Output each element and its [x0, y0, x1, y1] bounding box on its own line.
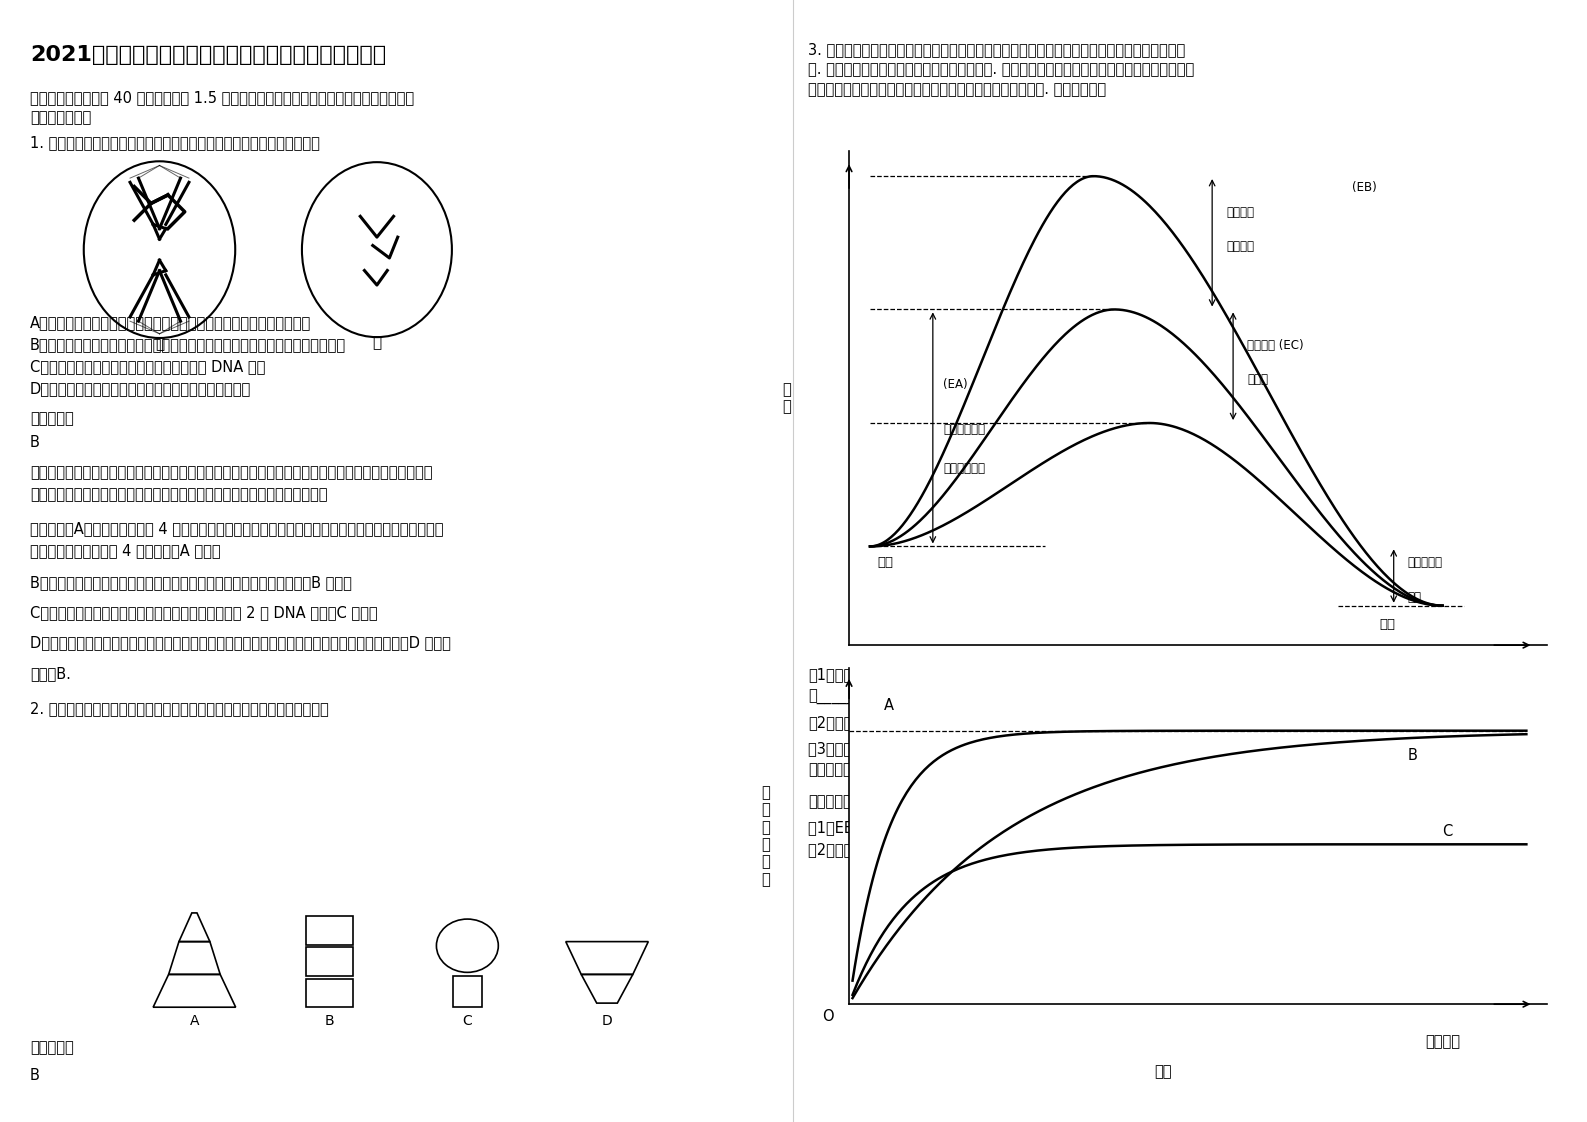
- Text: C: C: [462, 1014, 473, 1028]
- Text: B．甲细胞所处的时期为减数第一次分裂中期，乙细胞所处的时期为有丝分裂中期: B．甲细胞所处的时期为减数第一次分裂中期，乙细胞所处的时期为有丝分裂中期: [30, 337, 346, 352]
- Text: D: D: [601, 1014, 613, 1028]
- Text: 一般催化剂催: 一般催化剂催: [943, 423, 986, 435]
- Text: 甲图: 甲图: [1154, 717, 1173, 732]
- Text: 分析：据图分析：图甲细胞中正发生同源染色体的分离，属于减数第一次分裂后期图；图乙细胞中染色体: 分析：据图分析：图甲细胞中正发生同源染色体的分离，属于减数第一次分裂后期图；图乙…: [30, 465, 433, 480]
- Text: （3）图乙中对照组是____曲线的结果，其中 B 为加入________抑制剂的曲线，判断理由是：随底: （3）图乙中对照组是____曲线的结果，其中 B 为加入________抑制剂的…: [808, 742, 1232, 758]
- Text: 物浓度的增加，与抑制剂结合的酶的比例逐渐____，抑制剂的抑制作用逐渐______.: 物浓度的增加，与抑制剂结合的酶的比例逐渐____，抑制剂的抑制作用逐渐_____…: [808, 764, 1159, 779]
- Text: （1）从甲图可知，该酶降低的活化能是________________（用图中字母表示），与无机催化剂相: （1）从甲图可知，该酶降低的活化能是________________（用图中字母…: [808, 668, 1233, 684]
- Text: A: A: [190, 1014, 198, 1028]
- Text: 的着丝点排列在赤道板上，并且存在同源染色体，因此属于有丝分裂中期图。: 的着丝点排列在赤道板上，并且存在同源染色体，因此属于有丝分裂中期图。: [30, 487, 327, 502]
- Text: 应活化能: 应活化能: [1227, 240, 1254, 254]
- Text: （1）EB－EC  降低活化能的作用更显著: （1）EB－EC 降低活化能的作用更显著: [808, 820, 987, 835]
- Text: B: B: [30, 435, 40, 450]
- Text: D、乙细胞进行有丝分裂有可能是性原细胞增加数目的方式，形成的子细胞也可能进行减数分裂，D 正确。: D、乙细胞进行有丝分裂有可能是性原细胞增加数目的方式，形成的子细胞也可能进行减数…: [30, 635, 451, 650]
- Text: 产物: 产物: [1379, 618, 1395, 631]
- Text: (EA): (EA): [943, 378, 968, 392]
- Text: 反应过程: 反应过程: [1146, 682, 1181, 698]
- Text: 底物浓度: 底物浓度: [1425, 1034, 1460, 1049]
- Text: 化反应活化能: 化反应活化能: [943, 462, 986, 476]
- Text: 3. 图甲表示酶和一般催化剂改变化学反应速率的原理，图乙表示加入抑制剂对起始反应速率的影: 3. 图甲表示酶和一般催化剂改变化学反应速率的原理，图乙表示加入抑制剂对起始反应…: [808, 42, 1185, 57]
- Text: D．乙细胞产生的子细胞有可能进行与甲细胞相同的分裂: D．乙细胞产生的子细胞有可能进行与甲细胞相同的分裂: [30, 381, 251, 396]
- Text: 参考答案：: 参考答案：: [30, 1040, 73, 1055]
- Text: 甲: 甲: [156, 335, 163, 351]
- Text: 2. 在下面所示的年龄组成示意图中，种群密度在一定时间内能保持相对稳定: 2. 在下面所示的年龄组成示意图中，种群密度在一定时间内能保持相对稳定: [30, 701, 329, 716]
- Text: O: O: [822, 1009, 833, 1024]
- Text: 2021年浙江省嘉兴市桐乡中学高三生物模拟试卷含解析: 2021年浙江省嘉兴市桐乡中学高三生物模拟试卷含解析: [30, 45, 386, 65]
- Text: 底物: 底物: [878, 557, 893, 569]
- Text: 一、选择题（本题共 40 小题，每小题 1.5 分。在每小题给出的四个选项中，只有一项是符合: 一、选择题（本题共 40 小题，每小题 1.5 分。在每小题给出的四个选项中，只…: [30, 90, 414, 105]
- Text: 乙图: 乙图: [1154, 1064, 1173, 1078]
- Text: 酶促反应 (EC): 酶促反应 (EC): [1247, 339, 1303, 352]
- Text: 题目要求的。）: 题目要求的。）: [30, 110, 90, 125]
- Text: B: B: [30, 1068, 40, 1083]
- Text: B、图甲细胞中正发生同源染色体的分离，属于减数第一次分裂后期图，B 错误；: B、图甲细胞中正发生同源染色体的分离，属于减数第一次分裂后期图，B 错误；: [30, 574, 352, 590]
- Text: 改变: 改变: [1408, 590, 1422, 604]
- Text: 起
始
反
应
速
率: 起 始 反 应 速 率: [760, 785, 770, 886]
- Text: 响. 酶的抑制剂是与酶结合并降低酶活性的分子. 竞争性抑制剂与底物竞争酶的活性部位，非竞争性: 响. 酶的抑制剂是与酶结合并降低酶活性的分子. 竞争性抑制剂与底物竞争酶的活性部…: [808, 62, 1195, 77]
- Text: 比______________，因而催化效率更高.: 比______________，因而催化效率更高.: [808, 690, 1003, 705]
- Text: C、甲和乙细胞中染色体上均有染色单体，因此均含有 2 个 DNA 分子，C 正确；: C、甲和乙细胞中染色体上均有染色单体，因此均含有 2 个 DNA 分子，C 正确…: [30, 605, 378, 620]
- Text: 参考答案：: 参考答案：: [808, 794, 852, 809]
- Text: 参考答案：: 参考答案：: [30, 411, 73, 426]
- Text: A．甲和乙细胞中染色体数目相同，它们的体细胞染色体数目也是相同的: A．甲和乙细胞中染色体数目相同，它们的体细胞染色体数目也是相同的: [30, 315, 311, 330]
- Text: 乙: 乙: [373, 335, 381, 350]
- Text: C: C: [1443, 824, 1452, 839]
- Text: （2）活细胞产生酶的主要场所是________，需要的主要原料是________.: （2）活细胞产生酶的主要场所是________，需要的主要原料是________…: [808, 716, 1141, 733]
- Text: 解答：解：A、甲乙细胞中都有 4 条染色体，甲图为减数第一次分裂后期，乙图为有丝分裂的中期，因此: 解答：解：A、甲乙细胞中都有 4 条染色体，甲图为减数第一次分裂后期，乙图为有丝…: [30, 521, 443, 536]
- Text: A: A: [884, 698, 893, 712]
- Text: （2）核糖体（核糖体和细胞核）    氨基酸: （2）核糖体（核糖体和细胞核） 氨基酸: [808, 842, 984, 857]
- Text: B: B: [324, 1014, 335, 1028]
- Text: 可推知其体细胞中也是 4 条染色体，A 正确；: 可推知其体细胞中也是 4 条染色体，A 正确；: [30, 543, 221, 558]
- Text: 反应总能量: 反应总能量: [1408, 557, 1443, 569]
- Text: 活化能: 活化能: [1247, 374, 1268, 386]
- Text: 能
量: 能 量: [782, 383, 790, 414]
- Text: 1. 如图表示两个二倍体动物细胞分裂时的染色体行为，以下叙述错误的是: 1. 如图表示两个二倍体动物细胞分裂时的染色体行为，以下叙述错误的是: [30, 135, 321, 150]
- Text: C．甲和乙细胞中，每条染色体上都含有两个 DNA 分子: C．甲和乙细胞中，每条染色体上都含有两个 DNA 分子: [30, 359, 265, 374]
- Text: B: B: [1408, 748, 1417, 763]
- Text: 故选：B.: 故选：B.: [30, 666, 71, 681]
- Text: 非催化反: 非催化反: [1227, 205, 1254, 219]
- Text: 抑制剂和酶活性部位以外的其它位点结合，从而抑制酶的活性. 请分析作答：: 抑制剂和酶活性部位以外的其它位点结合，从而抑制酶的活性. 请分析作答：: [808, 82, 1106, 96]
- Text: (EB): (EB): [1352, 181, 1376, 194]
